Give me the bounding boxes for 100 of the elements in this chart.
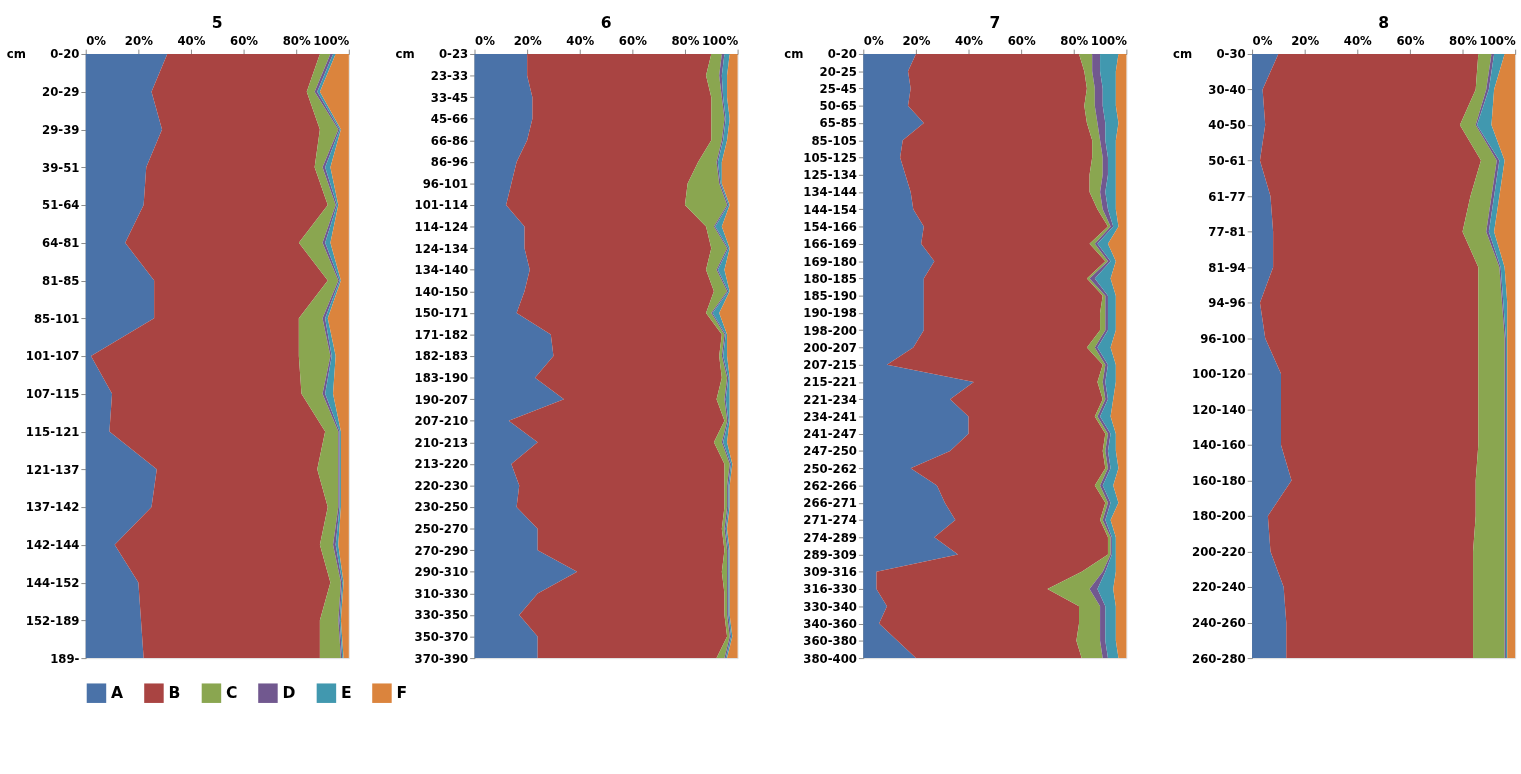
- y-tick-label: 81-85: [42, 273, 80, 288]
- x-tick-label: 0%: [475, 33, 496, 48]
- y-tick-label: 45-66: [430, 112, 469, 127]
- y-tick-label: 250-270: [414, 522, 469, 537]
- y-tick-label: 105-125: [803, 150, 857, 165]
- y-tick-label: 20-29: [42, 85, 80, 100]
- y-tick-label: 213-220: [414, 457, 469, 472]
- y-tick-label: 350-370: [414, 629, 469, 644]
- x-tick-label: 40%: [566, 33, 595, 48]
- y-tick-label: 182-183: [414, 349, 469, 364]
- x-tick-label: 40%: [1343, 33, 1373, 48]
- y-tick-label: 180-200: [1192, 509, 1246, 524]
- legend-label: A: [111, 684, 124, 703]
- y-tick-label: 0-20: [827, 47, 857, 62]
- y-tick-label: 207-215: [803, 358, 857, 373]
- y-tick-label: 189-: [50, 651, 80, 666]
- y-tick-label: 101-114: [414, 198, 469, 213]
- y-tick-label: 125-134: [803, 168, 857, 183]
- x-tick-label: 0%: [1252, 33, 1273, 48]
- y-tick-label: 115-121: [25, 424, 80, 439]
- y-tick-label: 290-310: [414, 565, 469, 580]
- y-tick-label: 100-120: [1192, 367, 1246, 382]
- chart-title: 8: [1378, 13, 1390, 32]
- legend-label: D: [282, 684, 296, 703]
- y-tick-label: 200-220: [1192, 544, 1246, 559]
- y-tick-label: 210-213: [414, 435, 469, 450]
- y-tick-label: 0-23: [438, 47, 469, 62]
- y-tick-label: 77-81: [1208, 225, 1246, 240]
- x-tick-label: 20%: [513, 33, 542, 48]
- x-tick-label: 100%: [313, 33, 350, 48]
- y-tick-label: 96-100: [1200, 331, 1246, 346]
- y-tick-label: 144-154: [803, 202, 857, 217]
- y-tick-label: 340-360: [803, 616, 857, 631]
- y-tick-label: 61-77: [1208, 189, 1246, 204]
- y-tick-label: 220-230: [414, 478, 469, 493]
- y-tick-label: 134-140: [414, 263, 469, 278]
- y-tick-label: 114-124: [414, 220, 469, 234]
- legend-label: C: [226, 684, 238, 703]
- y-tick-label: 29-39: [42, 122, 80, 137]
- y-tick-label: 51-64: [42, 198, 80, 213]
- y-tick-label: 150-171: [414, 306, 469, 321]
- y-tick-label: 266-271: [803, 496, 857, 511]
- y-tick-label: 240-260: [1192, 615, 1246, 630]
- y-tick-label: 215-221: [803, 375, 857, 390]
- y-tick-label: 360-380: [803, 634, 857, 649]
- x-tick-label: 80%: [1060, 33, 1089, 48]
- y-axis-title: cm: [1173, 47, 1193, 62]
- y-axis-title: cm: [784, 47, 804, 62]
- y-tick-label: 94-96: [1208, 296, 1246, 311]
- y-tick-label: 20-25: [819, 64, 857, 79]
- y-tick-label: 96-101: [422, 176, 469, 191]
- y-tick-label: 380-400: [803, 651, 857, 666]
- y-tick-label: 64-81: [42, 236, 80, 251]
- y-tick-label: 0-20: [50, 47, 80, 62]
- y-tick-label: 230-250: [414, 500, 469, 515]
- y-tick-label: 200-207: [803, 340, 857, 355]
- y-tick-label: 166-169: [803, 237, 857, 252]
- y-tick-label: 274-289: [803, 530, 857, 545]
- y-tick-label: 169-180: [803, 254, 857, 269]
- y-tick-label: 85-105: [811, 133, 857, 148]
- y-tick-label: 144-152: [25, 575, 80, 590]
- y-tick-label: 81-94: [1208, 260, 1246, 275]
- y-tick-label: 140-150: [414, 284, 469, 299]
- y-tick-label: 107-115: [25, 387, 80, 402]
- y-axis-title: cm: [395, 47, 415, 62]
- y-tick-label: 30-40: [1208, 82, 1246, 97]
- y-tick-label: 221-234: [803, 392, 857, 407]
- y-tick-label: 23-33: [430, 68, 469, 83]
- legend-label: B: [168, 684, 181, 703]
- y-tick-label: 50-61: [1208, 154, 1246, 168]
- x-tick-label: 20%: [1291, 33, 1320, 48]
- y-tick-label: 198-200: [803, 323, 857, 338]
- y-tick-label: 234-241: [803, 409, 857, 424]
- y-tick-label: 330-340: [803, 599, 857, 614]
- y-tick-label: 33-45: [430, 90, 469, 105]
- y-tick-label: 121-137: [25, 462, 80, 477]
- y-tick-label: 241-247: [803, 427, 857, 442]
- chart-title: 5: [211, 13, 223, 32]
- x-tick-label: 100%: [1479, 33, 1516, 48]
- y-tick-label: 270-290: [414, 543, 469, 558]
- y-tick-label: 40-50: [1208, 118, 1246, 133]
- y-tick-label: 250-262: [803, 461, 857, 476]
- x-tick-label: 60%: [1396, 33, 1425, 48]
- y-tick-label: 183-190: [414, 371, 469, 386]
- y-tick-label: 271-274: [803, 513, 857, 528]
- y-tick-label: 124-134: [414, 241, 469, 256]
- y-tick-label: 65-85: [819, 116, 857, 131]
- y-tick-label: 247-250: [803, 444, 857, 459]
- chart-title: 6: [600, 13, 612, 32]
- y-tick-label: 180-185: [803, 271, 857, 286]
- y-tick-label: 160-180: [1192, 473, 1246, 488]
- y-tick-label: 330-350: [414, 608, 469, 623]
- legend-label: F: [396, 684, 408, 703]
- legend-label: E: [341, 684, 352, 703]
- x-tick-label: 100%: [1090, 33, 1128, 48]
- x-tick-label: 100%: [701, 33, 739, 48]
- x-tick-label: 60%: [618, 33, 648, 48]
- y-tick-label: 152-189: [25, 613, 80, 628]
- y-tick-label: 66-86: [430, 133, 469, 148]
- x-tick-label: 40%: [177, 33, 206, 48]
